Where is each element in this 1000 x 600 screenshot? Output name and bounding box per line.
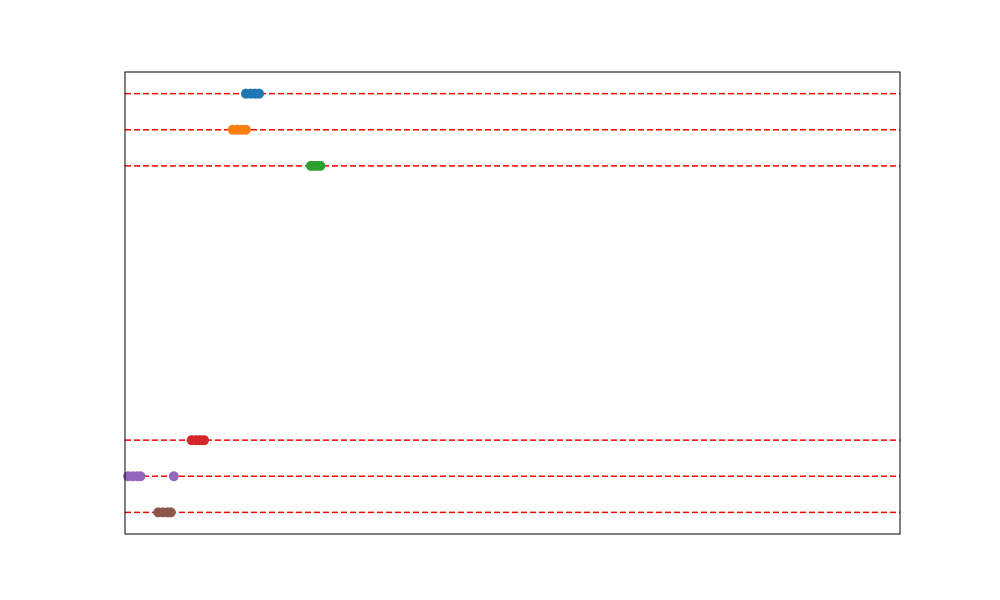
data-point-3-4	[315, 160, 326, 171]
data-point-2-4	[240, 124, 251, 135]
plot-frame	[124, 71, 901, 535]
data-point-5-5	[168, 471, 179, 482]
data-point-1-4	[254, 88, 265, 99]
plot-layer	[123, 88, 900, 518]
data-point-5-4	[135, 471, 146, 482]
data-point-4-4	[199, 435, 210, 446]
data-point-6-4	[165, 507, 176, 518]
